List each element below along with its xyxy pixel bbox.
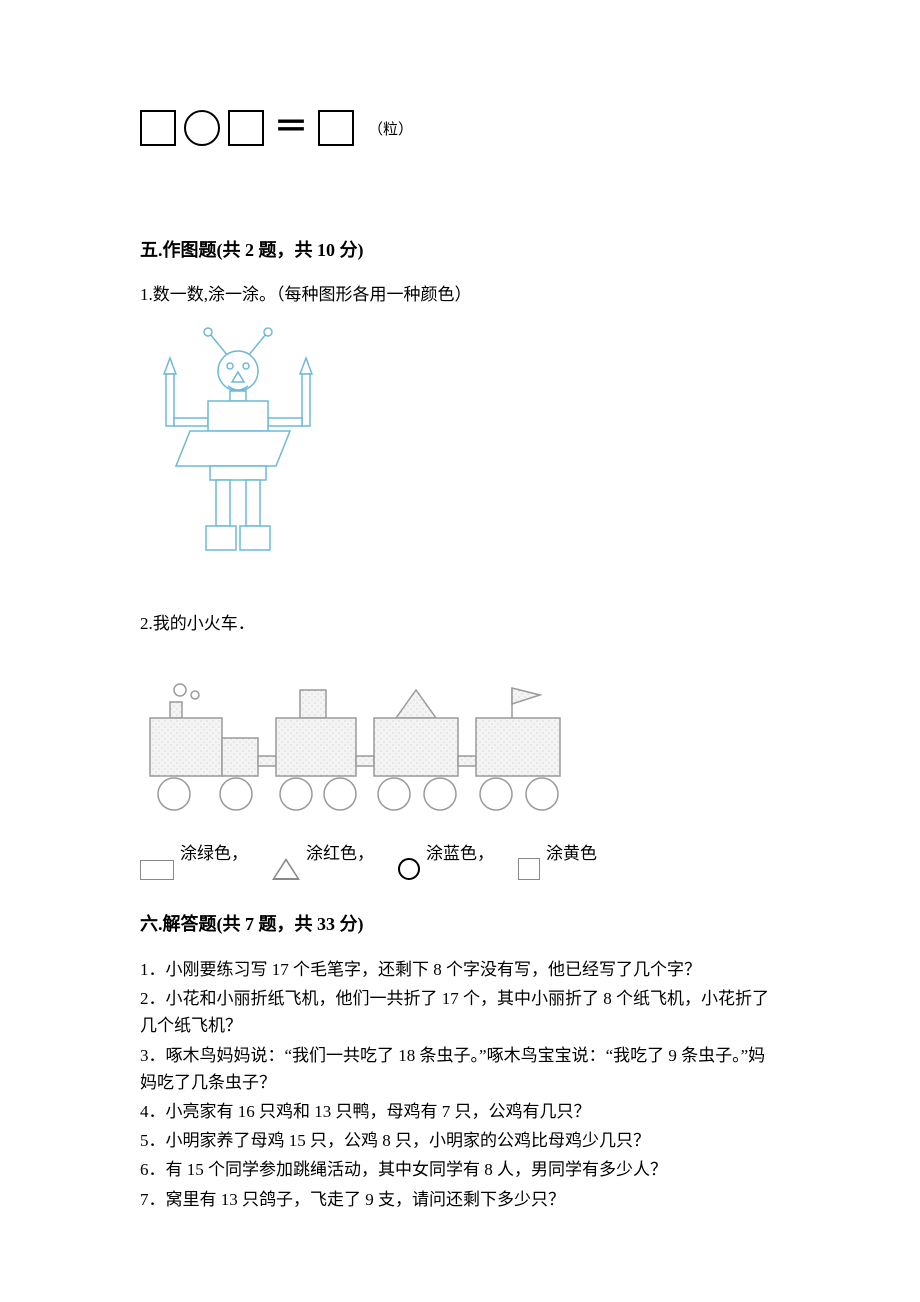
legend-circle: 涂蓝色，	[398, 855, 494, 880]
train-icon	[140, 660, 610, 820]
section6-q7: 7．窝里有 13 只鸽子，飞走了 9 支，请问还剩下多少只？	[140, 1186, 780, 1213]
triangle-icon	[272, 858, 300, 880]
color-legend: 涂绿色， 涂红色， 涂蓝色， 涂黄色	[140, 855, 780, 880]
section6-q3: 3．啄木鸟妈妈说：“我们一共吃了 18 条虫子。”啄木鸟宝宝说：“我吃了 9 条…	[140, 1042, 780, 1096]
section5-q1: 1.数一数,涂一涂。（每种图形各用一种颜色）	[140, 282, 780, 308]
circle-icon	[398, 858, 420, 880]
section6-questions: 1．小刚要练习写 17 个毛笔字，还剩下 8 个字没有写，他已经写了几个字？ 2…	[140, 956, 780, 1213]
square-icon	[518, 858, 540, 880]
train-figure	[140, 660, 780, 825]
blank-square-icon	[140, 110, 176, 146]
section6-q1: 1．小刚要练习写 17 个毛笔字，还剩下 8 个字没有写，他已经写了几个字？	[140, 956, 780, 983]
section6-header: 六.解答题(共 7 题，共 33 分)	[140, 910, 780, 936]
legend-triangle: 涂红色，	[272, 855, 374, 880]
section6-q5: 5．小明家养了母鸡 15 只，公鸡 8 只，小明家的公鸡比母鸡少几只？	[140, 1127, 780, 1154]
blank-square-icon	[318, 110, 354, 146]
legend-tri-label: 涂红色，	[306, 839, 374, 864]
legend-rectangle: 涂绿色，	[140, 855, 248, 880]
section6-q4: 4．小亮家有 16 只鸡和 13 只鸭，母鸡有 7 只，公鸡有几只？	[140, 1098, 780, 1125]
page-root: ＝ （粒） 五.作图题(共 2 题，共 10 分) 1.数一数,涂一涂。（每种图…	[0, 0, 920, 1302]
legend-circ-label: 涂蓝色，	[426, 839, 494, 864]
section5-q2: 2.我的小火车．	[140, 611, 780, 637]
rectangle-icon	[140, 860, 174, 880]
robot-icon	[140, 326, 340, 556]
legend-rect-label: 涂绿色，	[180, 839, 248, 864]
legend-sq-label: 涂黄色	[546, 839, 597, 864]
legend-square: 涂黄色	[518, 855, 597, 880]
section6-q6: 6．有 15 个同学参加跳绳活动，其中女同学有 8 人，男同学有多少人？	[140, 1156, 780, 1183]
blank-circle-icon	[184, 110, 220, 146]
robot-figure	[140, 326, 780, 561]
equation-placeholder: ＝ （粒）	[140, 110, 780, 146]
equation-unit: （粒）	[368, 118, 413, 139]
equals-icon: ＝	[272, 110, 310, 146]
section6-q2: 2．小花和小丽折纸飞机，他们一共折了 17 个，其中小丽折了 8 个纸飞机，小花…	[140, 985, 780, 1039]
blank-square-icon	[228, 110, 264, 146]
section5-header: 五.作图题(共 2 题，共 10 分)	[140, 236, 780, 262]
